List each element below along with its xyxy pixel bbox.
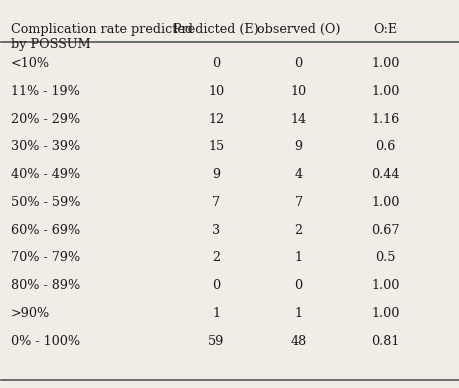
Text: 1.00: 1.00 [370, 57, 399, 70]
Text: 40% - 49%: 40% - 49% [11, 168, 79, 181]
Text: 0: 0 [294, 57, 302, 70]
Text: 0: 0 [212, 279, 220, 292]
Text: 9: 9 [294, 140, 302, 154]
Text: 7: 7 [212, 196, 220, 209]
Text: 1.16: 1.16 [370, 113, 399, 126]
Text: 2: 2 [212, 251, 220, 264]
Text: 0: 0 [212, 57, 220, 70]
Text: 1.00: 1.00 [370, 307, 399, 320]
Text: 20% - 29%: 20% - 29% [11, 113, 79, 126]
Text: 14: 14 [290, 113, 306, 126]
Text: 7: 7 [294, 196, 302, 209]
Text: O:E: O:E [373, 23, 397, 36]
Text: 1.00: 1.00 [370, 196, 399, 209]
Text: 1.00: 1.00 [370, 279, 399, 292]
Text: 60% - 69%: 60% - 69% [11, 223, 79, 237]
Text: 10: 10 [290, 85, 306, 98]
Text: 1: 1 [294, 307, 302, 320]
Text: 59: 59 [207, 334, 224, 348]
Text: <10%: <10% [11, 57, 50, 70]
Text: 1: 1 [212, 307, 220, 320]
Text: 0.6: 0.6 [375, 140, 395, 154]
Text: 4: 4 [294, 168, 302, 181]
Text: 10: 10 [208, 85, 224, 98]
Text: 1: 1 [294, 251, 302, 264]
Text: 0% - 100%: 0% - 100% [11, 334, 79, 348]
Text: 15: 15 [208, 140, 224, 154]
Text: 0: 0 [294, 279, 302, 292]
Text: 80% - 89%: 80% - 89% [11, 279, 79, 292]
Text: 50% - 59%: 50% - 59% [11, 196, 80, 209]
Text: 12: 12 [208, 113, 224, 126]
Text: 9: 9 [212, 168, 220, 181]
Text: 30% - 39%: 30% - 39% [11, 140, 79, 154]
Text: 11% - 19%: 11% - 19% [11, 85, 79, 98]
Text: 0.67: 0.67 [370, 223, 399, 237]
Text: Complication rate predicted
by POSSUM: Complication rate predicted by POSSUM [11, 23, 192, 50]
Text: 1.00: 1.00 [370, 85, 399, 98]
Text: 48: 48 [290, 334, 306, 348]
Text: 0.44: 0.44 [370, 168, 399, 181]
Text: 70% - 79%: 70% - 79% [11, 251, 79, 264]
Text: 0.81: 0.81 [370, 334, 399, 348]
Text: 3: 3 [212, 223, 220, 237]
Text: observed (O): observed (O) [256, 23, 340, 36]
Text: >90%: >90% [11, 307, 50, 320]
Text: 0.5: 0.5 [375, 251, 395, 264]
Text: Predicted (E): Predicted (E) [173, 23, 258, 36]
Text: 2: 2 [294, 223, 302, 237]
